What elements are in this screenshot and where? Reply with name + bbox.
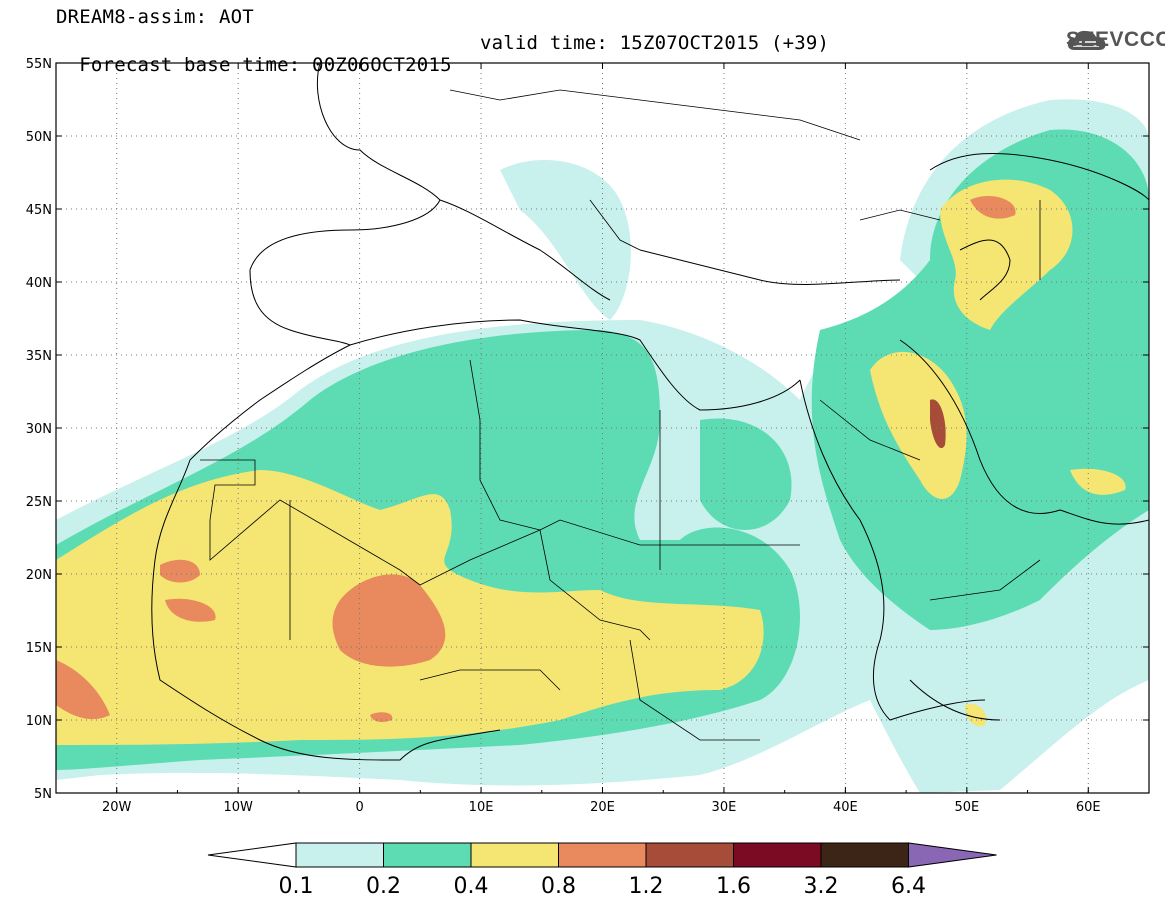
lat-label: 10N (26, 714, 52, 729)
lon-label: 40E (833, 800, 858, 815)
colorbar-segment (470, 842, 559, 868)
map-title: DREAM8-assim: AOT (56, 6, 254, 28)
coastlines (151, 63, 1149, 761)
lat-label: 35N (26, 349, 52, 364)
borders (200, 89, 1041, 741)
lon-label: 10W (223, 800, 253, 815)
lat-label: 15N (26, 641, 52, 656)
lon-label: 20W (102, 800, 132, 815)
colorbar-underflow (207, 842, 297, 868)
colorbar-segment (295, 842, 384, 868)
lat-label: 50N (26, 130, 52, 145)
colorbar: 0.1 0.2 0.4 0.8 1.2 1.6 3.2 6.4 (207, 842, 997, 899)
lat-label: 20N (26, 568, 52, 583)
cloud-logo-icon (1067, 30, 1106, 50)
logo-text: SEEVCCC (1066, 28, 1165, 51)
valid-time: valid time: 15Z07OCT2015 (+39) (480, 32, 830, 54)
gridlines (56, 63, 1149, 793)
colorbar-label: 0.2 (366, 874, 401, 899)
forecast-time-line: Forecast base time: 00Z06OCT2015 valid ti… (56, 32, 829, 76)
colorbar-segment (383, 842, 472, 868)
lon-label: 30E (712, 800, 737, 815)
lon-label: 10E (469, 800, 494, 815)
lon-label: 20E (590, 800, 615, 815)
lon-label: 0 (355, 800, 363, 815)
latitude-labels: 5N 10N 15N 20N 25N 30N 35N 40N 45N 50N 55N (26, 57, 52, 802)
lat-label: 55N (26, 57, 52, 72)
colorbar-label: 0.1 (279, 874, 314, 899)
colorbar-label: 1.2 (629, 874, 664, 899)
colorbar-label: 0.4 (454, 874, 489, 899)
lat-label: 25N (26, 495, 52, 510)
colorbar-segment (558, 842, 647, 868)
colorbar-label: 3.2 (804, 874, 839, 899)
lon-label: 50E (954, 800, 979, 815)
colorbar-segment (645, 842, 734, 868)
lat-label: 5N (34, 787, 52, 802)
colorbar-label: 0.8 (541, 874, 576, 899)
lat-label: 40N (26, 276, 52, 291)
lat-label: 30N (26, 422, 52, 437)
colorbar-label: 1.6 (716, 874, 751, 899)
colorbar-segment (820, 842, 909, 868)
aot-field (56, 99, 1149, 793)
lon-label: 60E (1076, 800, 1101, 815)
axis-ticks (55, 62, 1150, 794)
colorbar-segment (733, 842, 822, 868)
colorbar-overflow (908, 842, 997, 868)
forecast-base-time: Forecast base time: 00Z06OCT2015 (79, 54, 452, 76)
lat-label: 45N (26, 203, 52, 218)
colorbar-label: 6.4 (891, 874, 926, 899)
longitude-labels: 20W 10W 0 10E 20E 30E 40E 50E 60E (102, 800, 1101, 815)
